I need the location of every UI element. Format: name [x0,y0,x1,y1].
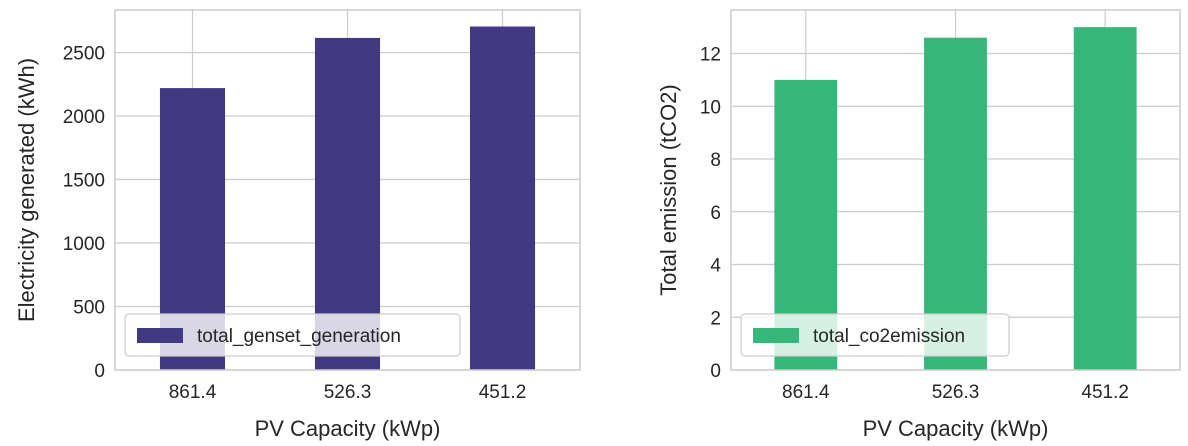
y-tick-label: 4 [710,256,721,277]
x-axis-label: PV Capacity (kWp) [255,416,441,441]
y-tick-label: 8 [710,150,721,171]
y-tick-label: 10 [700,97,721,118]
y-tick-label: 2 [710,308,721,329]
legend-box [124,313,461,357]
plot-frame [730,9,1181,371]
genset-generation-chart: 0 500 1000 1500 2000 2500 861.4 526.3 451.2 PV Ca… [14,9,581,441]
legend-label: total_co2emission [813,326,965,347]
x-tick-label: 526.3 [932,382,980,403]
y-tick-label: 12 [700,45,721,66]
x-tick-label: 451.2 [1081,382,1129,403]
bar-genset-2 [469,26,536,371]
x-axis-label: PV Capacity (kWp) [863,416,1049,441]
legend-swatch [753,328,799,343]
y-tick-label: 0 [94,361,105,382]
legend-label: total_genset_generation [197,326,401,347]
y-tick-label: 2500 [63,44,105,65]
x-tick-label: 861.4 [782,382,830,403]
y-tick-label: 500 [73,298,105,319]
y-tick-label: 1500 [63,171,105,192]
bar-co2-2 [1073,27,1137,371]
y-tick-label: 1000 [63,234,105,255]
legend-swatch [137,328,183,343]
y-tick-label: 0 [710,361,721,382]
y-axis-label: Total emission (tCO2) [656,84,681,296]
y-tick-label: 6 [710,203,721,224]
legend-box [740,313,1010,357]
x-tick-label: 861.4 [169,382,217,403]
plot-frame [114,9,581,371]
x-tick-label: 526.3 [324,382,372,403]
y-axis-label: Electricity generated (kWh) [14,58,39,322]
y-tick-label: 2000 [63,107,105,128]
co2-emission-chart: 0 2 4 6 8 10 12 861.4 526.3 451.2 PV Capacity (kWp… [656,9,1181,441]
x-tick-label: 451.2 [479,382,527,403]
